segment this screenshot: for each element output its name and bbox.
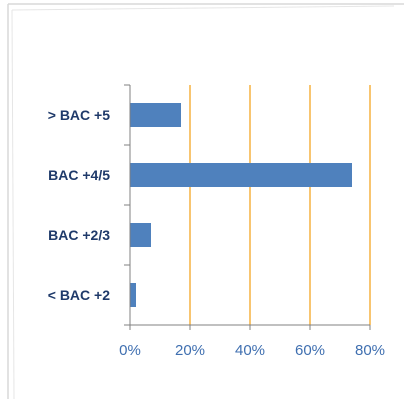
bar-3 <box>130 283 136 307</box>
x-tick-label-2: 40% <box>235 342 265 359</box>
category-label-0: > BAC +5 <box>48 107 110 123</box>
axes <box>124 84 371 330</box>
labels: 0% 20% 40% 60% 80% > BAC +5 BAC +4/5 BAC +2/3 < … <box>48 107 385 359</box>
gridlines <box>189 85 371 325</box>
x-tick-label-0: 0% <box>119 342 141 359</box>
x-tick-label-1: 20% <box>175 342 205 359</box>
bar-2 <box>130 223 151 247</box>
bar-1 <box>130 163 352 187</box>
category-label-3: < BAC +2 <box>48 287 110 303</box>
bar-0 <box>130 103 181 127</box>
frame-inner-left-edge <box>11 9 15 399</box>
category-label-1: BAC +4/5 <box>48 167 110 183</box>
frame-inner-top-edge <box>11 5 395 11</box>
bars <box>130 103 352 307</box>
x-tick-label-3: 60% <box>295 342 325 359</box>
x-tick-label-4: 80% <box>355 342 385 359</box>
category-label-2: BAC +2/3 <box>48 227 110 243</box>
